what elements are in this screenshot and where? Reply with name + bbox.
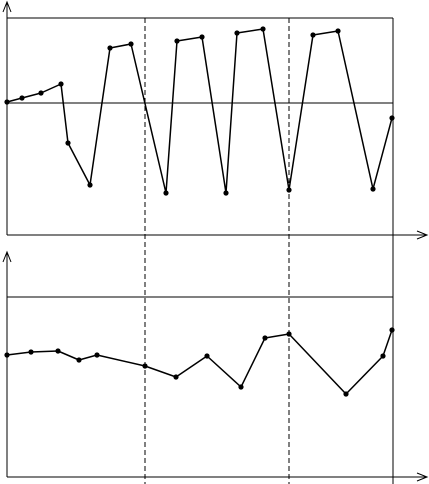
data-point <box>38 90 44 96</box>
data-line <box>6 329 393 395</box>
data-point <box>94 352 100 358</box>
data-line <box>6 28 393 194</box>
data-point <box>128 41 134 47</box>
data-point <box>286 331 292 337</box>
data-point <box>142 363 148 369</box>
data-point <box>107 45 113 51</box>
axis-arrow <box>2 0 12 13</box>
data-point <box>260 26 266 32</box>
data-point <box>4 352 10 358</box>
data-point <box>238 384 244 390</box>
data-point <box>65 140 71 146</box>
data-point <box>4 99 10 105</box>
data-point <box>389 115 395 121</box>
data-point <box>223 190 229 196</box>
data-point <box>19 95 25 101</box>
data-point <box>28 349 34 355</box>
data-point <box>87 182 93 188</box>
data-point <box>163 190 169 196</box>
axis-arrow <box>416 472 429 482</box>
data-point <box>55 348 61 354</box>
data-point <box>335 28 341 34</box>
data-point <box>174 38 180 44</box>
axis-arrow <box>2 250 12 263</box>
data-point <box>370 186 376 192</box>
data-point <box>76 357 82 363</box>
data-point <box>199 34 205 40</box>
data-point <box>58 81 64 87</box>
data-point <box>343 391 349 397</box>
data-point <box>380 353 386 359</box>
axis-arrow <box>416 230 429 240</box>
data-point <box>173 374 179 380</box>
data-point <box>204 353 210 359</box>
data-point <box>389 327 395 333</box>
data-point <box>262 335 268 341</box>
data-point <box>286 187 292 193</box>
data-point <box>234 30 240 36</box>
data-point <box>310 32 316 38</box>
